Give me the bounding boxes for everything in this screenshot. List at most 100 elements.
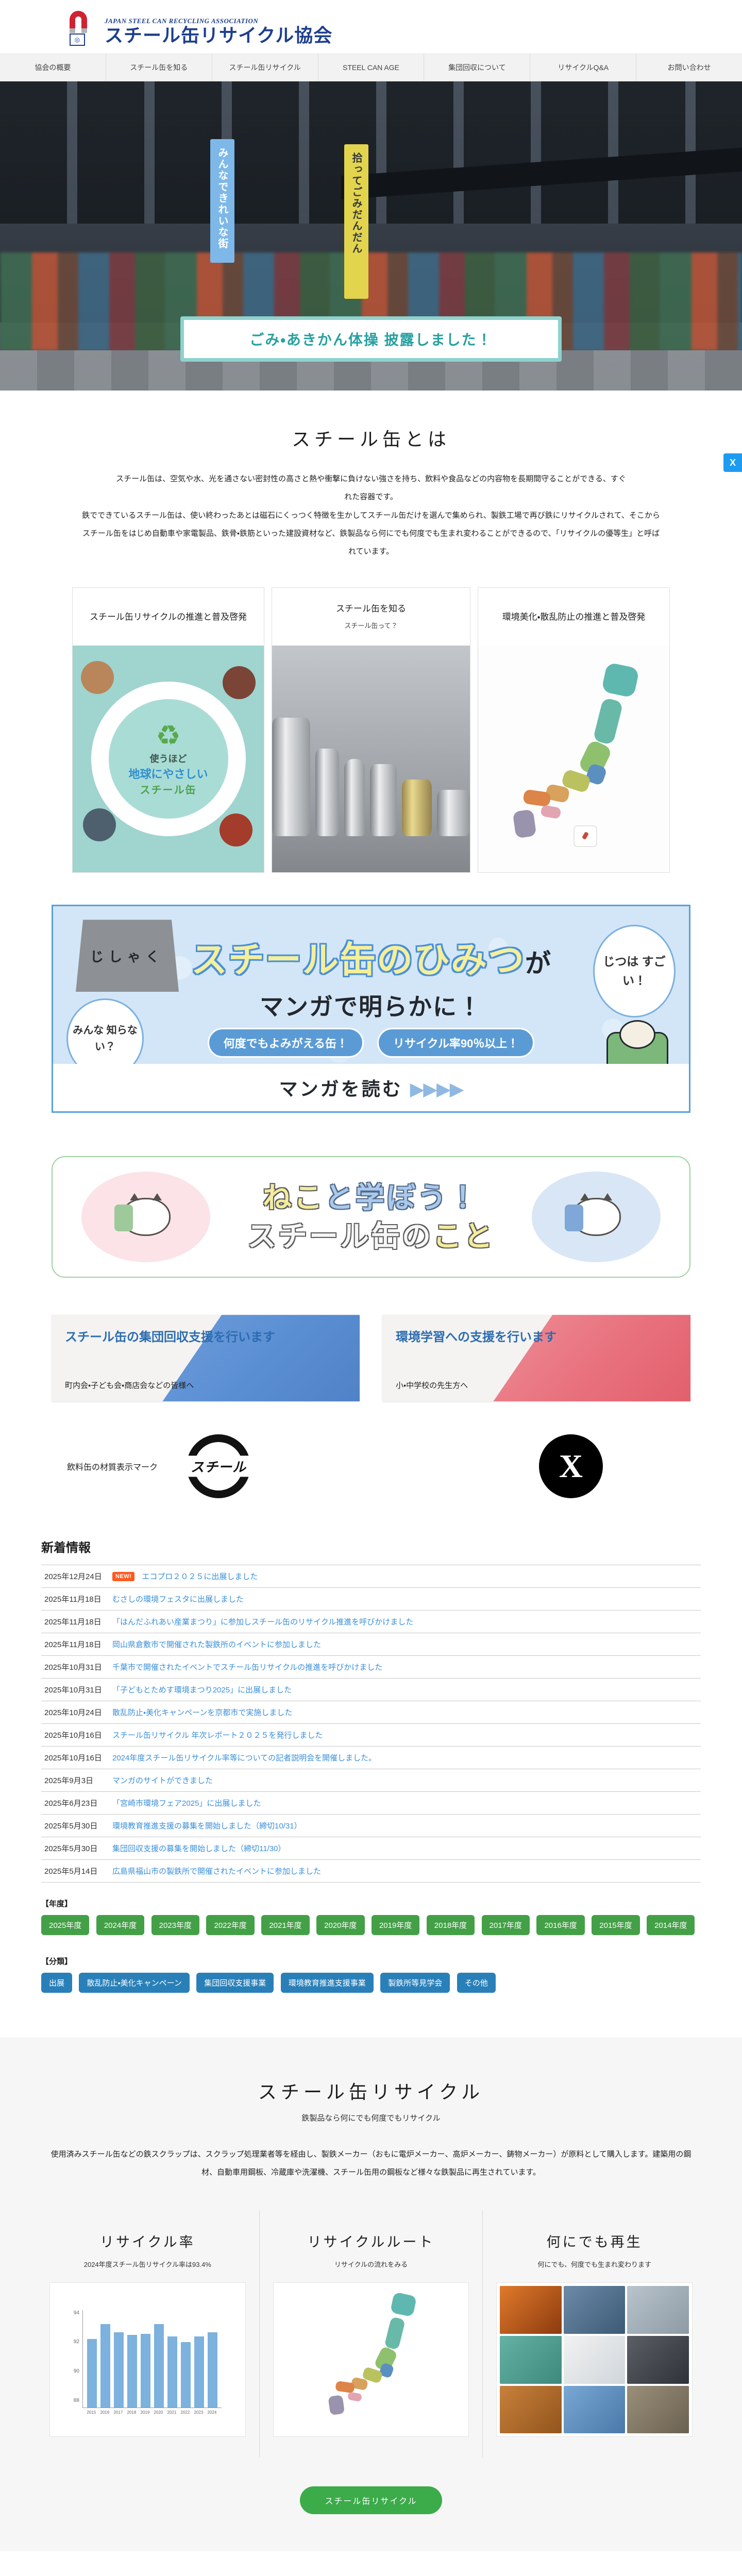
- x-twitter-logo-icon[interactable]: X: [539, 1434, 603, 1499]
- news-link[interactable]: 「はんだふれあい産業まつり」に参加しスチール缶のリサイクル推進を呼びかけました: [112, 1618, 414, 1627]
- news-row: 2025年11月18日 むさしの環境フェスタに出展しました: [41, 1587, 701, 1610]
- year-filter-label: 【年度】: [41, 1900, 73, 1909]
- news-row: 2025年9月3日 マンガのサイトができました: [41, 1769, 701, 1791]
- hero-flag-blue: みんなできれいな街: [210, 139, 234, 263]
- magnet-mascot: じしゃく: [76, 920, 179, 992]
- card-know-steel-can[interactable]: スチール缶を知る スチール缶って？: [272, 587, 470, 873]
- year-button[interactable]: 2019年度: [371, 1915, 420, 1936]
- nav-item-recycle[interactable]: スチール缶リサイクル: [211, 54, 318, 81]
- read-manga-button[interactable]: マンガを読む ▶▶▶▶: [53, 1064, 689, 1112]
- nav-item-steel-can-age[interactable]: STEEL CAN AGE: [317, 54, 424, 81]
- news-row: 2025年5月30日 集団回収支援の募集を開始しました（締切11/30）: [41, 1837, 701, 1859]
- nav-item-know-steel-can[interactable]: スチール缶を知る: [105, 54, 212, 81]
- year-button[interactable]: 2020年度: [316, 1915, 365, 1936]
- cat-can-mascot-blue: [532, 1172, 661, 1263]
- news-link[interactable]: 「子どもとためす環境まつり2025」に出展しました: [112, 1686, 292, 1695]
- recycle-title: スチール缶リサイクル: [258, 2082, 484, 2103]
- news-link[interactable]: マンガのサイトができました: [112, 1776, 213, 1786]
- news-row: 2025年12月24日 NEW! エコプロ２０２５に出展しました: [41, 1565, 701, 1587]
- column-title: リサイクルルート: [307, 2234, 435, 2250]
- news-link[interactable]: 環境教育推進支援の募集を開始しました（締切10/31）: [112, 1822, 302, 1831]
- recycle-section-button[interactable]: スチール缶リサイクル: [300, 2486, 442, 2515]
- main-nav: 協会の概要 スチール缶を知る スチール缶リサイクル STEEL CAN AGE …: [0, 54, 742, 81]
- news-link[interactable]: エコプロ２０２５に出展しました: [142, 1572, 258, 1582]
- support-card-target: 小・中学校の先生方へ: [396, 1382, 468, 1391]
- news-link[interactable]: 千葉市で開催されたイベントでスチール缶リサイクルの推進を呼びかけました: [112, 1663, 383, 1672]
- news-link[interactable]: 集団回収支援の募集を開始しました（締切11/30）: [112, 1844, 286, 1854]
- manga-title: スチール缶のひみつが マンガで明らかに！: [191, 940, 551, 1021]
- year-button[interactable]: 2014年度: [647, 1915, 695, 1936]
- news-row: 2025年5月30日 環境教育推進支援の募集を開始しました（締切10/31）: [41, 1814, 701, 1837]
- japan-map-svg: [513, 664, 638, 847]
- news-row: 2025年5月14日 広島県福山市の製鉄所で開催されたイベントに参加しました: [41, 1859, 701, 1883]
- category-button[interactable]: 集団回収支援事業: [196, 1973, 274, 1993]
- year-button[interactable]: 2018年度: [426, 1915, 475, 1936]
- x-share-button[interactable]: X: [723, 453, 742, 472]
- year-button[interactable]: 2015年度: [592, 1915, 640, 1936]
- hero-flag-yellow: 拾ってごみだんだん: [344, 144, 368, 299]
- japan-regions-map-image: [478, 646, 669, 873]
- logo-english-text: JAPAN STEEL CAN RECYCLING ASSOCIATION: [105, 17, 259, 25]
- manga-pill-2: リサイクル率90％以上！: [377, 1028, 535, 1058]
- nav-item-group-collection[interactable]: 集団回収について: [424, 54, 530, 81]
- category-button[interactable]: 製鉄所等見学会: [380, 1973, 450, 1993]
- news-link[interactable]: スチール缶リサイクル 年次レポート２０２５を発行しました: [112, 1731, 323, 1740]
- news-link[interactable]: 「宮崎市環境フェア2025」に出展しました: [112, 1799, 261, 1808]
- reborn-column[interactable]: 何にでも再生 何にでも、何度でも生まれ変わります: [482, 2210, 706, 2458]
- site-logo[interactable]: ◎ JAPAN STEEL CAN RECYCLING ASSOCIATION …: [70, 8, 332, 46]
- nav-item-recycle-qa[interactable]: リサイクルQ&A: [530, 54, 636, 81]
- site-header: ◎ JAPAN STEEL CAN RECYCLING ASSOCIATION …: [0, 0, 742, 54]
- category-button[interactable]: 出展: [41, 1973, 73, 1993]
- column-subtitle: 2024年度スチール缶リサイクル率は93.4%: [83, 2261, 211, 2269]
- new-badge: NEW!: [112, 1571, 135, 1581]
- recycle-route-diagram-image: ♻ 使うほど 地球にやさしい スチール缶: [73, 646, 264, 873]
- news-link[interactable]: 2024年度スチール缶リサイクル率等についての記者説明会を開催しました。: [112, 1754, 377, 1763]
- card-environment-beautification[interactable]: 環境美化・散乱防止の推進と普及啓発: [478, 587, 670, 873]
- support-cards: スチール缶の集団回収支援を行います 町内会・子ども会・商店会などの皆様へ 環境学…: [52, 1315, 690, 1402]
- nav-item-about[interactable]: 協会の概要: [35, 63, 71, 72]
- news-link[interactable]: 散乱防止・美化キャンペーンを京都市で実施しました: [112, 1708, 293, 1718]
- news-link[interactable]: むさしの環境フェスタに出展しました: [112, 1595, 244, 1604]
- category-button[interactable]: 散乱防止・美化キャンペーン: [79, 1973, 190, 1993]
- year-button[interactable]: 2024年度: [96, 1915, 145, 1936]
- recycle-rate-chart: 94 92 90 88 20: [49, 2282, 246, 2437]
- steel-can-age-section: STEEL CAN AGE スチール缶リサイクル協会の広報誌です。 1999年（…: [0, 2551, 742, 2576]
- speech-bubble-sugoi: じつは すごい！: [593, 925, 676, 1018]
- column-subtitle: 何にでも、何度でも生まれ変わります: [537, 2261, 651, 2269]
- manga-banner[interactable]: じしゃく じつは すごい！ みんな 知らない？ トまと スチール缶のひみつが マ…: [52, 905, 690, 1113]
- news-row: 2025年6月23日 「宮崎市環境フェア2025」に出展しました: [41, 1791, 701, 1814]
- year-button[interactable]: 2017年度: [481, 1915, 530, 1936]
- recycle-rate-column[interactable]: リサイクル率 2024年度スチール缶リサイクル率は93.4% 94 92 90 …: [36, 2210, 259, 2458]
- about-paragraph-2: 鉄でできているスチール缶は、使い終わったあとは磁石にくっつく特徴を生かしてスチー…: [82, 511, 660, 556]
- recycle-section: スチール缶リサイクル 鉄製品なら何にでも何度でもリサイクル 使用済みスチール缶な…: [0, 2037, 742, 2552]
- card-recycle-promotion[interactable]: スチール缶リサイクルの推進と普及啓発 ♻ 使うほど 地球にやさしい スチール缶: [72, 587, 264, 873]
- category-button[interactable]: 環境教育推進支援事業: [280, 1973, 374, 1993]
- category-button[interactable]: その他: [457, 1973, 496, 1993]
- news-row: 2025年11月18日 「はんだふれあい産業まつり」に参加しスチール缶のリサイクル…: [41, 1610, 701, 1633]
- category-filter-label: 【分類】: [41, 1957, 73, 1967]
- environment-learning-support-card[interactable]: 環境学習への支援を行います 小・中学校の先生方へ: [382, 1315, 690, 1402]
- year-button[interactable]: 2022年度: [206, 1915, 255, 1936]
- year-button[interactable]: 2021年度: [261, 1915, 310, 1936]
- support-card-title: 環境学習への支援を行います: [396, 1331, 556, 1345]
- neko-learning-banner[interactable]: ねこと学ぼう！ スチール缶のこと: [52, 1156, 690, 1278]
- manga-pill-1: 何度でもよみがえる缶！: [207, 1028, 364, 1058]
- column-title: リサイクル率: [100, 2234, 195, 2250]
- support-card-target: 町内会・子ども会・商店会などの皆様へ: [65, 1382, 194, 1391]
- year-button[interactable]: 2023年度: [151, 1915, 200, 1936]
- nav-item-contact[interactable]: お問い合わせ: [636, 54, 742, 81]
- year-button[interactable]: 2025年度: [41, 1915, 90, 1936]
- news-link[interactable]: 岡山県倉敷市で開催された製鉄所のイベントに参加しました: [112, 1640, 322, 1650]
- chart-x-labels: 2015 2016 2017 2018 2019 2020 2021 2022 2023…: [87, 2410, 217, 2415]
- material-mark-label: 飲料缶の材質表示マーク: [67, 1463, 158, 1472]
- news-link[interactable]: 広島県福山市の製鉄所で開催されたイベントに参加しました: [112, 1867, 322, 1876]
- about-title: スチール缶とは: [291, 429, 450, 450]
- group-collection-support-card[interactable]: スチール缶の集団回収支援を行います 町内会・子ども会・商店会などの皆様へ: [52, 1315, 360, 1402]
- recycle-arrows-icon: ♻: [156, 720, 181, 751]
- news-date: 2025年12月24日: [44, 1572, 102, 1582]
- card-title: スチール缶を知る スチール缶って？: [336, 604, 406, 630]
- recycle-route-map-image: [273, 2282, 469, 2437]
- recycle-route-column[interactable]: リサイクルルート リサイクルの流れをみる: [259, 2210, 483, 2458]
- year-button[interactable]: 2016年度: [536, 1915, 585, 1936]
- reborn-products-montage-image: [496, 2282, 693, 2437]
